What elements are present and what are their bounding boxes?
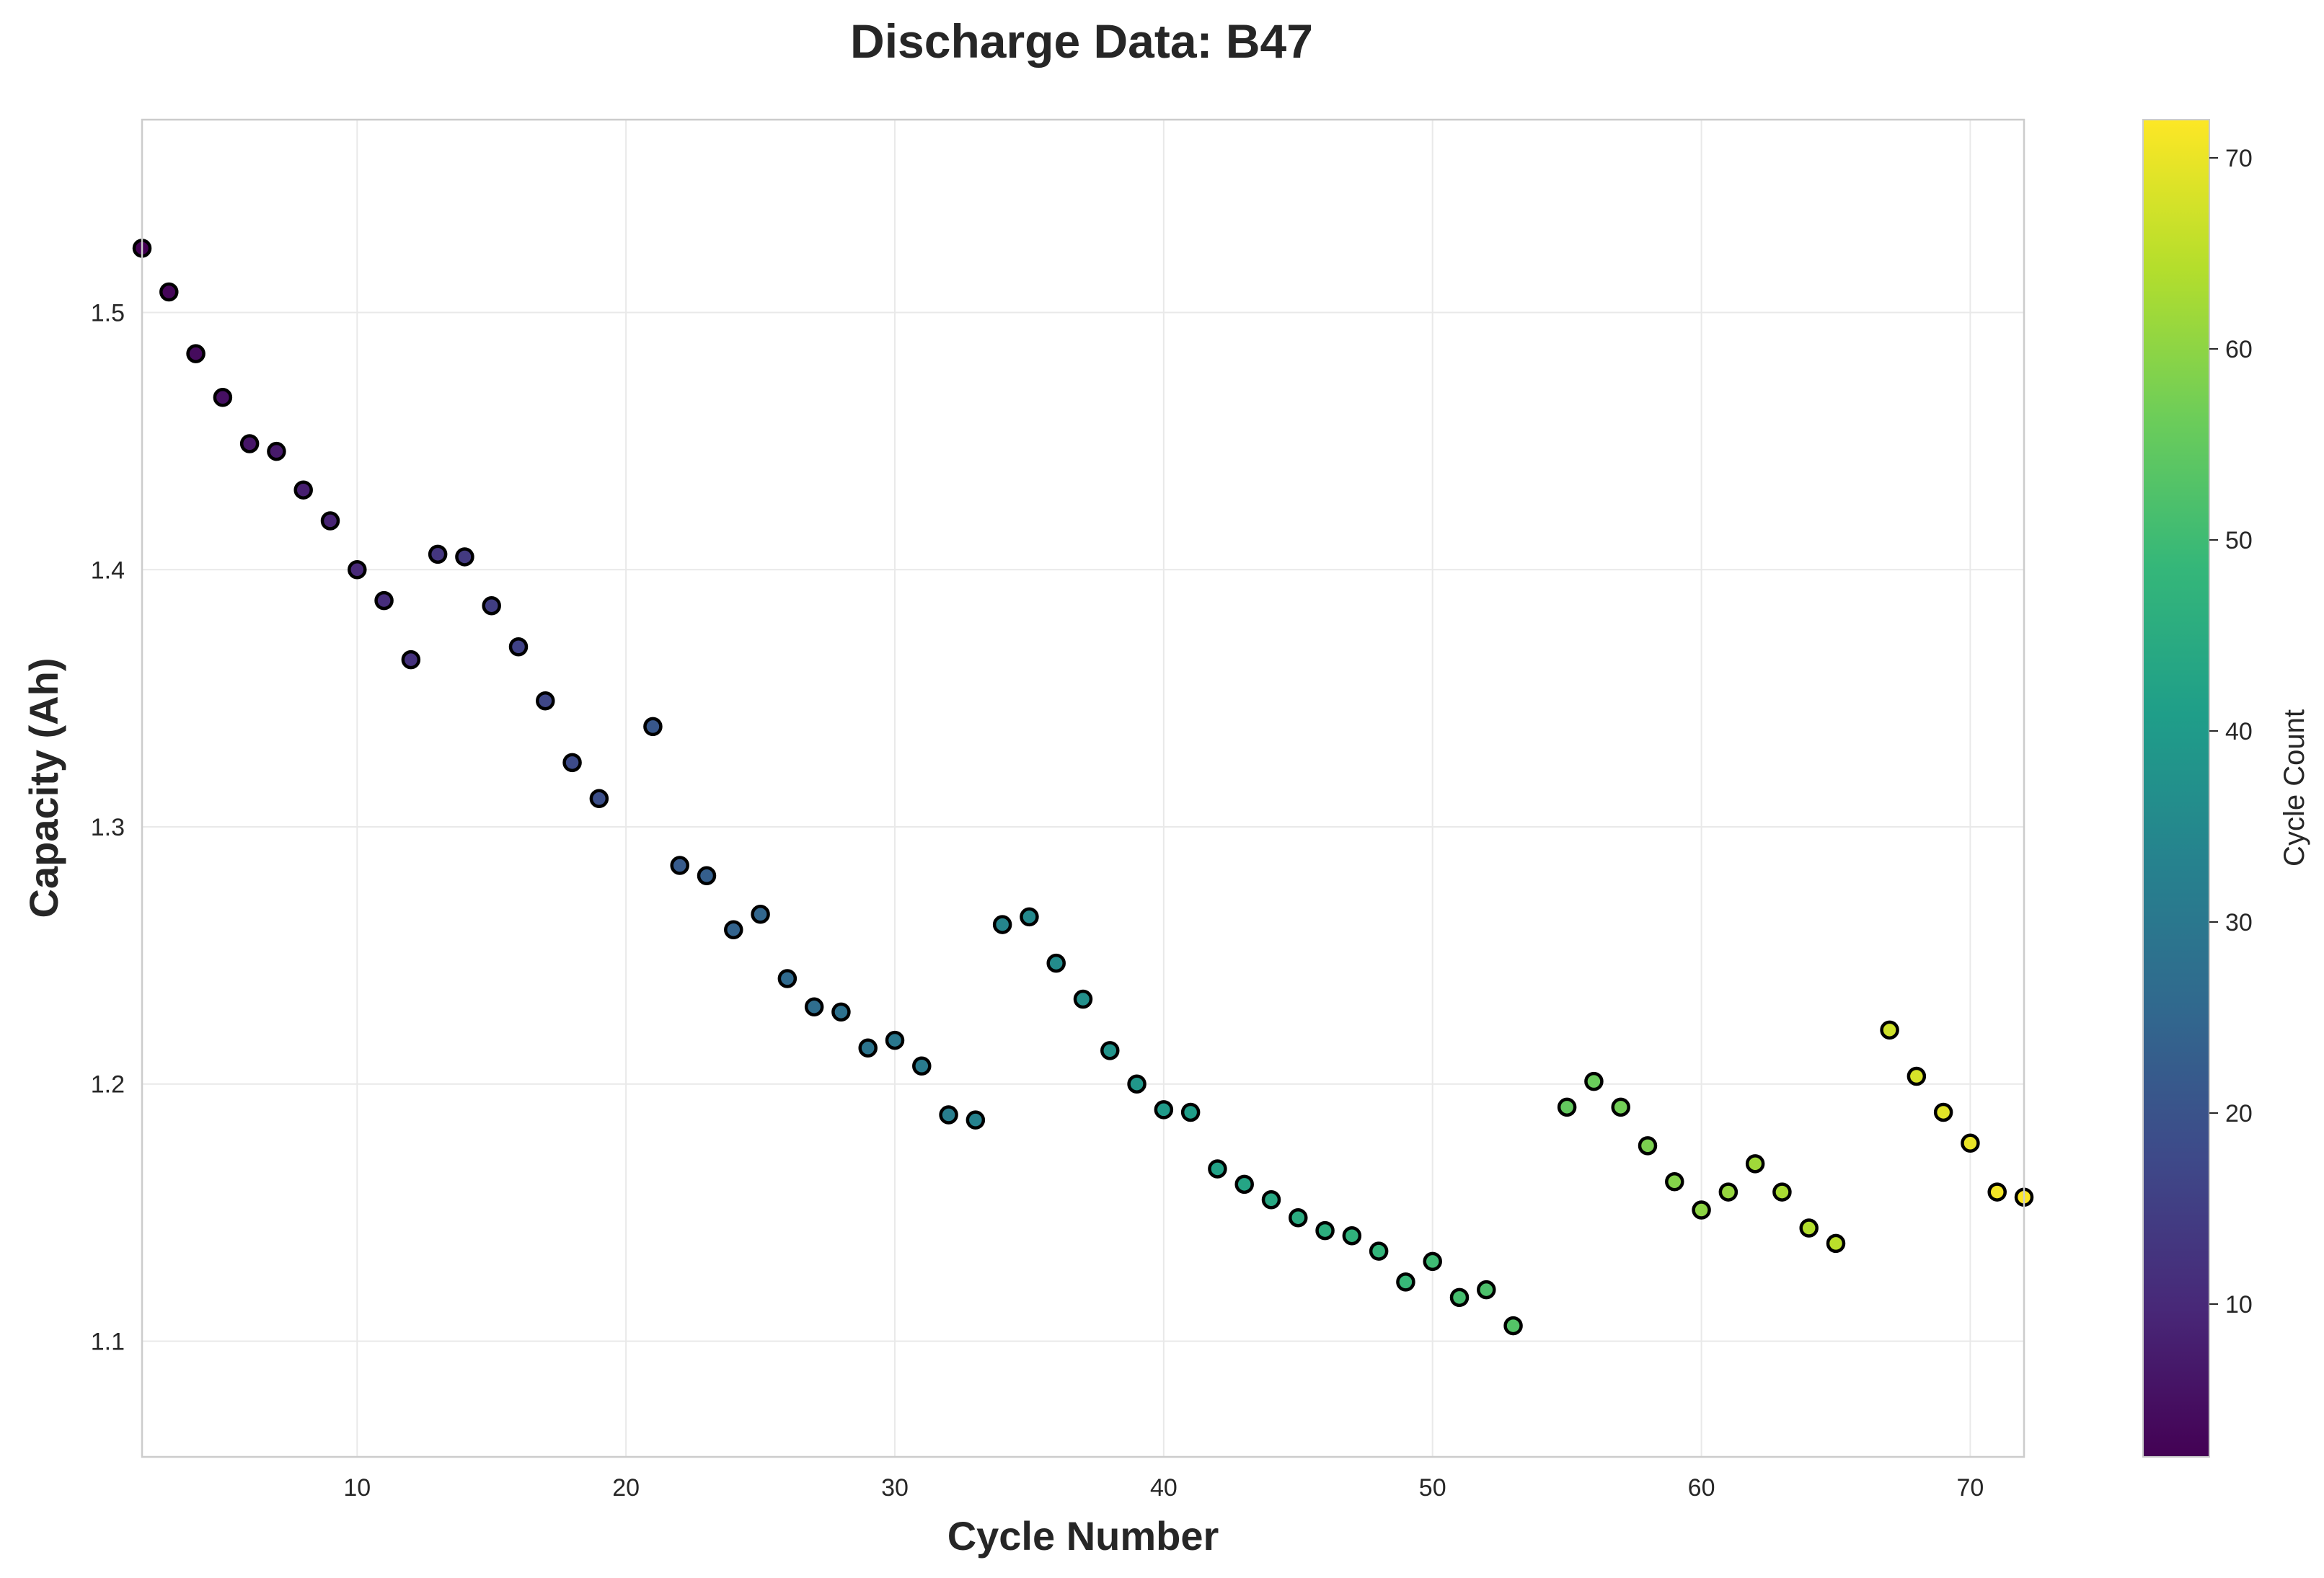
data-point <box>1154 1100 1174 1120</box>
data-point <box>858 1038 878 1058</box>
data-point <box>239 434 260 453</box>
data-point <box>1073 989 1093 1009</box>
plot-frame <box>141 118 2025 1458</box>
colorbar-tick-label: 50 <box>2225 527 2253 554</box>
data-point <box>1315 1220 1335 1241</box>
data-point <box>267 441 286 461</box>
data-point <box>1208 1159 1227 1179</box>
data-point <box>1261 1190 1281 1210</box>
data-point <box>482 595 501 616</box>
data-point <box>912 1056 932 1076</box>
data-point <box>697 866 717 886</box>
data-point <box>1907 1066 1927 1086</box>
colorbar <box>2142 119 2210 1458</box>
data-point <box>1020 907 1039 927</box>
data-point <box>885 1030 905 1050</box>
y-axis-label: Capacity (Ah) <box>21 658 66 918</box>
colorbar-tick-label: 70 <box>2225 145 2253 172</box>
x-tick-label: 40 <box>1150 1474 1178 1502</box>
y-tick-label: 1.3 <box>91 814 125 841</box>
data-point <box>186 344 206 363</box>
data-point <box>939 1105 958 1125</box>
colorbar-label: Cycle Count <box>2279 709 2310 866</box>
data-point <box>320 511 340 531</box>
data-point <box>1718 1182 1738 1202</box>
data-points <box>132 239 2034 1336</box>
data-point <box>966 1110 986 1130</box>
data-point <box>670 856 689 875</box>
data-point <box>1477 1280 1496 1300</box>
data-point <box>1987 1182 2007 1202</box>
data-point <box>1234 1174 1254 1194</box>
data-point <box>1423 1251 1442 1272</box>
data-point <box>1880 1020 1899 1040</box>
data-point <box>1449 1287 1470 1308</box>
colorbar-tick-label: 40 <box>2225 718 2253 745</box>
data-point <box>643 717 663 737</box>
data-point <box>1772 1182 1792 1202</box>
data-point <box>562 753 582 773</box>
data-point <box>804 997 824 1016</box>
data-point <box>1369 1241 1389 1261</box>
colorbar-tick-label: 60 <box>2225 336 2253 363</box>
x-axis-label: Cycle Number <box>947 1513 1219 1559</box>
data-point <box>831 1002 851 1022</box>
colorbar-tick-label: 20 <box>2225 1100 2253 1127</box>
data-point <box>751 905 770 924</box>
chart-title: Discharge Data: B47 <box>850 14 1313 68</box>
colorbar-tick-label: 30 <box>2225 909 2253 936</box>
data-point <box>1100 1041 1120 1060</box>
data-point <box>401 650 421 670</box>
data-point <box>374 590 394 611</box>
x-tick-label: 70 <box>1957 1474 1984 1502</box>
data-point <box>1584 1071 1604 1091</box>
data-point <box>1342 1225 1362 1246</box>
x-axis-ticks: 10 20 30 40 50 60 70 <box>343 1474 1984 1502</box>
data-point <box>159 282 179 302</box>
x-tick-label: 50 <box>1419 1474 1446 1502</box>
y-axis-ticks: 1.1 1.2 1.3 1.4 1.5 <box>91 300 125 1356</box>
y-tick-label: 1.4 <box>91 557 125 584</box>
data-point <box>1799 1218 1819 1238</box>
grid-lines <box>142 120 2024 1457</box>
data-point <box>348 560 367 580</box>
data-point <box>1396 1272 1415 1292</box>
data-point <box>1046 953 1066 973</box>
plot-area <box>142 120 2024 1457</box>
data-point <box>428 544 448 564</box>
x-tick-label: 10 <box>343 1474 371 1502</box>
data-point <box>1180 1102 1201 1122</box>
data-point <box>1611 1097 1630 1117</box>
data-point <box>1826 1233 1846 1254</box>
data-point <box>536 691 555 711</box>
data-point <box>213 388 233 407</box>
data-point <box>455 547 474 567</box>
data-point <box>1638 1136 1658 1156</box>
colorbar-ticks: 10 20 30 40 50 60 70 <box>2209 145 2253 1318</box>
data-point <box>508 637 529 657</box>
data-point <box>1933 1102 1953 1122</box>
data-point <box>589 789 609 809</box>
data-point <box>1503 1316 1523 1336</box>
data-point <box>1665 1172 1684 1192</box>
data-point <box>293 480 313 500</box>
y-tick-label: 1.2 <box>91 1071 125 1099</box>
data-point <box>777 969 798 988</box>
colorbar-tick-label: 10 <box>2225 1291 2253 1318</box>
y-tick-label: 1.1 <box>91 1328 125 1355</box>
data-point <box>1289 1207 1308 1228</box>
x-tick-label: 30 <box>881 1474 909 1502</box>
x-tick-label: 60 <box>1688 1474 1715 1502</box>
data-point <box>724 920 743 939</box>
data-point <box>1692 1200 1711 1220</box>
data-point <box>992 915 1012 934</box>
data-point <box>1961 1133 1980 1153</box>
y-tick-label: 1.5 <box>91 300 125 327</box>
data-point <box>1745 1154 1765 1174</box>
data-point <box>1557 1097 1577 1117</box>
data-point <box>1127 1074 1146 1094</box>
x-tick-label: 20 <box>612 1474 640 1502</box>
